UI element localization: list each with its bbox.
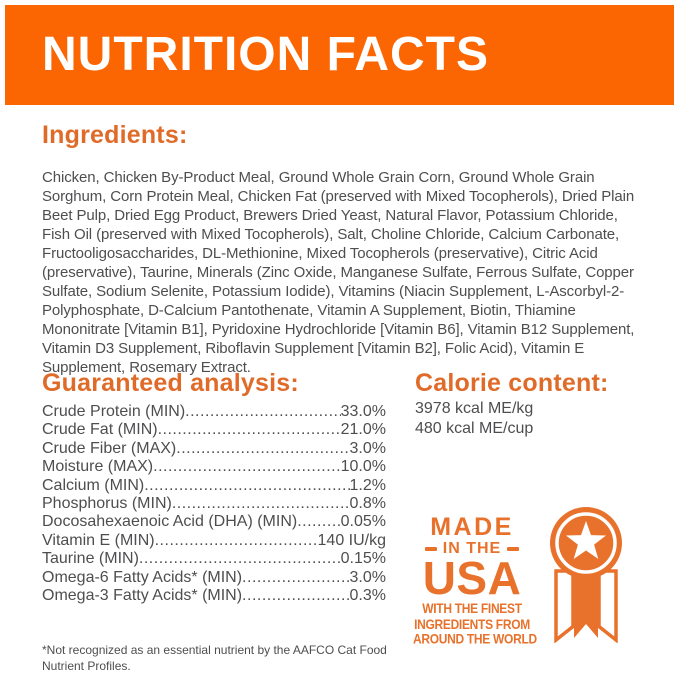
analysis-row: Vitamin E (MIN) 140 IU/kg [42, 532, 386, 550]
dash-decoration [424, 546, 437, 551]
usa-tagline: WITH THE FINEST INGREDIENTS FROM AROUND … [413, 600, 537, 647]
in-the-label: IN THE [442, 540, 502, 557]
analysis-label: Calcium (MIN) [42, 476, 145, 494]
analysis-label: Crude Fiber (MAX) [42, 439, 177, 457]
analysis-value: 0.15% [340, 550, 386, 568]
analysis-value: 1.2% [349, 476, 386, 494]
tagline-line: AROUND THE WORLD [413, 631, 537, 647]
analysis-value: 0.8% [349, 495, 386, 513]
calorie-content-values: 3978 kcal ME/kg 480 kcal ME/cup [415, 399, 533, 438]
analysis-label: Omega-3 Fatty Acids* (MIN) [42, 587, 243, 605]
calorie-per-kg: 3978 kcal ME/kg [415, 400, 534, 417]
analysis-label: Crude Protein (MIN) [42, 403, 186, 420]
header-bar: NUTRITION FACTS [5, 5, 674, 105]
analysis-row: Crude Fiber (MAX) 3.0% [42, 440, 386, 458]
analysis-row: Taurine (MIN) 0.15% [42, 550, 386, 568]
tagline-line: INGREDIENTS FROM [414, 616, 530, 632]
dot-leader [297, 513, 340, 531]
analysis-value: 140 IU/kg [317, 531, 386, 549]
analysis-value: 33.0% [340, 403, 386, 420]
dot-leader [185, 403, 340, 421]
guaranteed-analysis-heading: Guaranteed analysis: [42, 369, 299, 397]
made-in-usa-badge: MADE IN THE USA WITH THE FINEST INGREDIE… [413, 503, 626, 646]
analysis-value: 21.0% [340, 421, 386, 439]
analysis-label: Phosphorus (MIN) [42, 495, 172, 513]
guaranteed-analysis-table: Crude Protein (MIN) 33.0% Crude Fat (MIN… [42, 403, 386, 605]
dot-leader [155, 532, 318, 550]
analysis-label: Omega-6 Fatty Acids* (MIN) [42, 568, 243, 586]
analysis-row: Crude Fat (MIN) 21.0% [42, 421, 386, 439]
analysis-row: Phosphorus (MIN) 0.8% [42, 495, 386, 513]
analysis-label: Crude Fat (MIN) [42, 421, 158, 439]
dot-leader [139, 550, 341, 568]
calorie-per-cup: 480 kcal ME/cup [415, 419, 534, 437]
analysis-value: 3.0% [349, 568, 386, 586]
analysis-label: Docosahexaenoic Acid (DHA) (MIN) [42, 513, 298, 531]
analysis-label: Moisture (MAX) [42, 458, 154, 476]
dot-leader [158, 421, 341, 439]
analysis-row: Crude Protein (MIN) 33.0% [42, 403, 386, 421]
ingredients-heading: Ingredients: [42, 121, 188, 149]
usa-label: USA [422, 552, 522, 604]
ingredients-text: Chicken, Chicken By-Product Meal, Ground… [42, 169, 635, 376]
analysis-label: Vitamin E (MIN) [42, 531, 155, 549]
analysis-row: Calcium (MIN) 1.2% [42, 477, 386, 495]
in-the-row: IN THE [413, 540, 531, 557]
footnote: *Not recognized as an essential nutrient… [42, 643, 387, 673]
dot-leader [242, 569, 349, 587]
analysis-value: 0.05% [340, 513, 386, 531]
calorie-content-heading: Calorie content: [415, 369, 609, 397]
dot-leader [153, 458, 341, 476]
analysis-row: Omega-3 Fatty Acids* (MIN) 0.3% [42, 587, 386, 605]
award-ribbon-star-icon [550, 507, 622, 643]
dot-leader [172, 495, 350, 513]
analysis-row: Omega-6 Fatty Acids* (MIN) 3.0% [42, 569, 386, 587]
dash-decoration [507, 546, 520, 551]
analysis-value: 0.3% [349, 587, 386, 605]
made-label: MADE [430, 513, 514, 541]
analysis-row: Docosahexaenoic Acid (DHA) (MIN) 0.05% [42, 513, 386, 531]
analysis-value: 3.0% [349, 439, 386, 457]
made-in-usa-text: MADE IN THE USA WITH THE FINEST INGREDIE… [413, 503, 537, 646]
dot-leader [242, 587, 349, 605]
analysis-label: Taurine (MIN) [42, 550, 139, 568]
analysis-value: 10.0% [340, 458, 386, 476]
page-title: NUTRITION FACTS [42, 28, 489, 81]
analysis-row: Moisture (MAX) 10.0% [42, 458, 386, 476]
dot-leader [144, 477, 349, 495]
dot-leader [176, 440, 349, 458]
tagline-line: WITH THE FINEST [422, 600, 522, 617]
